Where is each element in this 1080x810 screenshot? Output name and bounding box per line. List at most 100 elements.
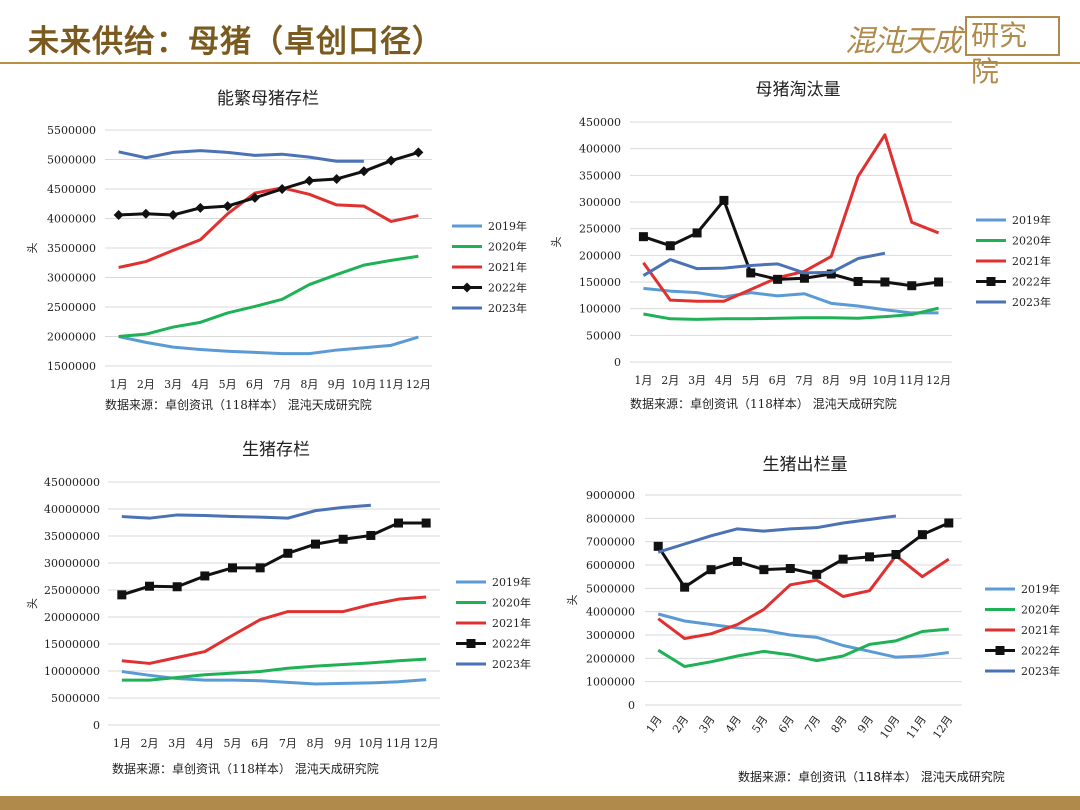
series-point [826, 269, 836, 279]
series-point [944, 518, 954, 528]
legend-label: 2022年 [1021, 644, 1060, 658]
chart-title: 生猪存栏 [242, 440, 310, 460]
y-tick-label: 200000 [579, 249, 621, 262]
legend-marker [466, 639, 476, 648]
x-tick-label: 4月 [191, 378, 209, 391]
y-tick-label: 2000000 [586, 652, 635, 665]
series-point [865, 552, 875, 562]
series-line [642, 133, 940, 303]
series-point [311, 539, 320, 549]
series-line [121, 521, 427, 597]
y-tick-label: 350000 [579, 169, 621, 182]
series-point [421, 518, 431, 528]
y-tick-label: 4500000 [47, 183, 96, 196]
y-tick-label: 400000 [579, 143, 621, 156]
series-line [656, 521, 950, 589]
series-line [121, 657, 427, 682]
x-tick-label: 3月 [697, 713, 718, 735]
chart-source: 数据来源：卓创资讯（118样本） 混沌天成研究院 [105, 397, 372, 412]
legend-marker [995, 646, 1005, 655]
series-point [732, 557, 742, 566]
y-tick-label: 40000000 [44, 503, 100, 516]
x-tick-label: 9月 [855, 713, 876, 735]
series-point [785, 564, 795, 573]
chart-source: 数据来源：卓创资讯（118样本） 混沌天成研究院 [630, 396, 897, 411]
series-line [118, 254, 419, 338]
series-point [358, 166, 369, 177]
y-tick-label: 5000000 [47, 154, 96, 167]
x-tick-label: 5月 [742, 374, 760, 387]
chart-title: 生猪出栏量 [763, 455, 848, 475]
legend-label: 2020年 [1021, 603, 1060, 617]
y-axis-unit: 头 [566, 595, 579, 606]
x-tick-label: 3月 [688, 374, 706, 387]
legend-label: 2021年 [1021, 623, 1060, 637]
x-tick-label: 11月 [379, 378, 404, 391]
series-line [121, 595, 427, 665]
legend-marker [986, 277, 996, 286]
x-tick-label: 1月 [634, 374, 652, 387]
legend-label: 2022年 [492, 637, 531, 651]
series-point [891, 550, 901, 559]
series-point [853, 276, 863, 286]
y-tick-label: 4000000 [586, 606, 635, 619]
x-tick-label: 7月 [279, 737, 297, 750]
series-line [657, 514, 897, 554]
legend-label: 2020年 [1012, 234, 1051, 248]
x-tick-label: 9月 [849, 374, 867, 387]
legend-label: 2019年 [1012, 213, 1051, 227]
series-point [934, 277, 944, 287]
series-line [657, 612, 949, 659]
y-tick-label: 3000000 [47, 272, 96, 285]
x-tick-label: 11月 [386, 737, 411, 750]
x-tick-label: 8月 [307, 737, 325, 750]
x-tick-label: 9月 [334, 737, 352, 750]
y-axis-unit: 头 [26, 598, 39, 609]
x-tick-label: 1月 [110, 378, 128, 391]
y-tick-label: 250000 [579, 223, 621, 236]
series-point [680, 582, 690, 592]
y-tick-label: 9000000 [586, 489, 635, 502]
legend-label: 2020年 [488, 240, 527, 254]
x-tick-label: 6月 [246, 378, 264, 391]
legend-label: 2019年 [1021, 582, 1060, 596]
series-point [665, 241, 675, 251]
x-tick-label: 2月 [141, 737, 159, 750]
series-line [643, 306, 939, 321]
y-tick-label: 0 [93, 719, 100, 732]
y-tick-label: 15000000 [44, 638, 100, 651]
series-point [277, 184, 288, 194]
chart-hog-slaughter: 生猪出栏量 0 1000000 2000000 3000000 4000000 500000… [566, 455, 1060, 741]
legend-marker [462, 282, 472, 293]
series-point [880, 277, 890, 287]
series-point [200, 571, 210, 581]
series-line [642, 251, 886, 277]
x-tick-label: 7月 [795, 374, 813, 387]
series-point [799, 273, 809, 283]
legend-label: 2023年 [1021, 664, 1060, 678]
series-point [773, 274, 783, 284]
y-tick-label: 5000000 [51, 692, 100, 705]
x-tick-label: 8月 [822, 374, 840, 387]
chart-sow-culling: 母猪淘汰量 0 50000 100000 150000 200000 250000 30000… [550, 80, 1051, 411]
series-point [145, 581, 154, 591]
series-line [118, 150, 419, 217]
legend-label: 2020年 [492, 596, 531, 610]
x-tick-label: 10月 [877, 713, 902, 741]
y-tick-label: 35000000 [44, 530, 100, 543]
series-point [907, 281, 917, 291]
x-tick-label: 11月 [899, 374, 924, 387]
y-tick-label: 45000000 [44, 476, 100, 489]
x-tick-label: 1月 [113, 737, 131, 750]
series-point [917, 530, 927, 540]
x-tick-label: 8月 [300, 378, 318, 391]
legend-label: 2023年 [1012, 295, 1051, 309]
x-tick-label: 10月 [872, 374, 897, 387]
y-tick-label: 0 [628, 699, 635, 712]
x-tick-label: 7月 [273, 378, 291, 391]
y-tick-label: 10000000 [44, 665, 100, 678]
series-line [657, 554, 950, 640]
legend-label: 2019年 [492, 575, 531, 589]
series-point [195, 202, 206, 213]
x-tick-label: 12月 [930, 713, 955, 741]
